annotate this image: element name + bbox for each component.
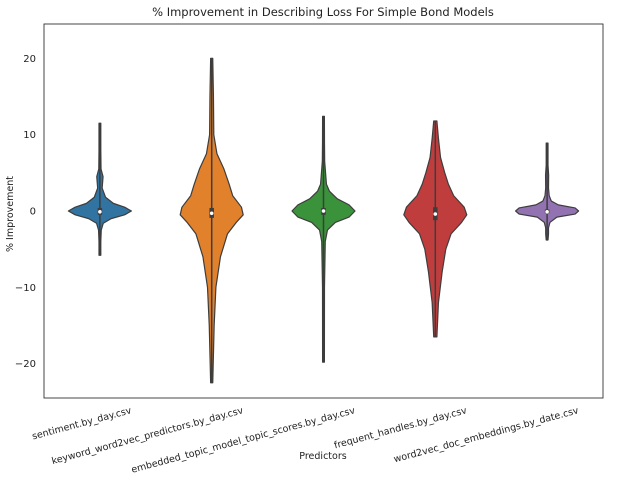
y-tick-label: 10 [23, 130, 36, 141]
y-tick-label: −10 [15, 283, 36, 294]
violin-1 [179, 57, 244, 384]
y-tick-label: 0 [30, 207, 36, 218]
violin-2 [291, 115, 356, 363]
x-axis-label: Predictors [299, 451, 346, 462]
violin-median-dot [209, 211, 214, 216]
violin-4 [515, 142, 580, 241]
y-tick-label: −20 [15, 359, 36, 370]
y-axis: −20 −10 0 10 20 [15, 54, 36, 370]
chart-title: % Improvement in Describing Loss For Sim… [152, 5, 494, 19]
violin-3 [403, 120, 468, 338]
violin-0 [67, 122, 132, 256]
violin-median-dot [321, 209, 326, 213]
y-tick-label: 20 [23, 54, 36, 65]
violins-group [67, 57, 580, 384]
violin-median-dot [433, 212, 438, 216]
violin-median-dot [98, 209, 102, 214]
plot-frame [43, 23, 604, 399]
violin-median-dot [545, 209, 549, 214]
plot-area [43, 23, 604, 399]
y-axis-label: % Improvement [5, 176, 16, 252]
